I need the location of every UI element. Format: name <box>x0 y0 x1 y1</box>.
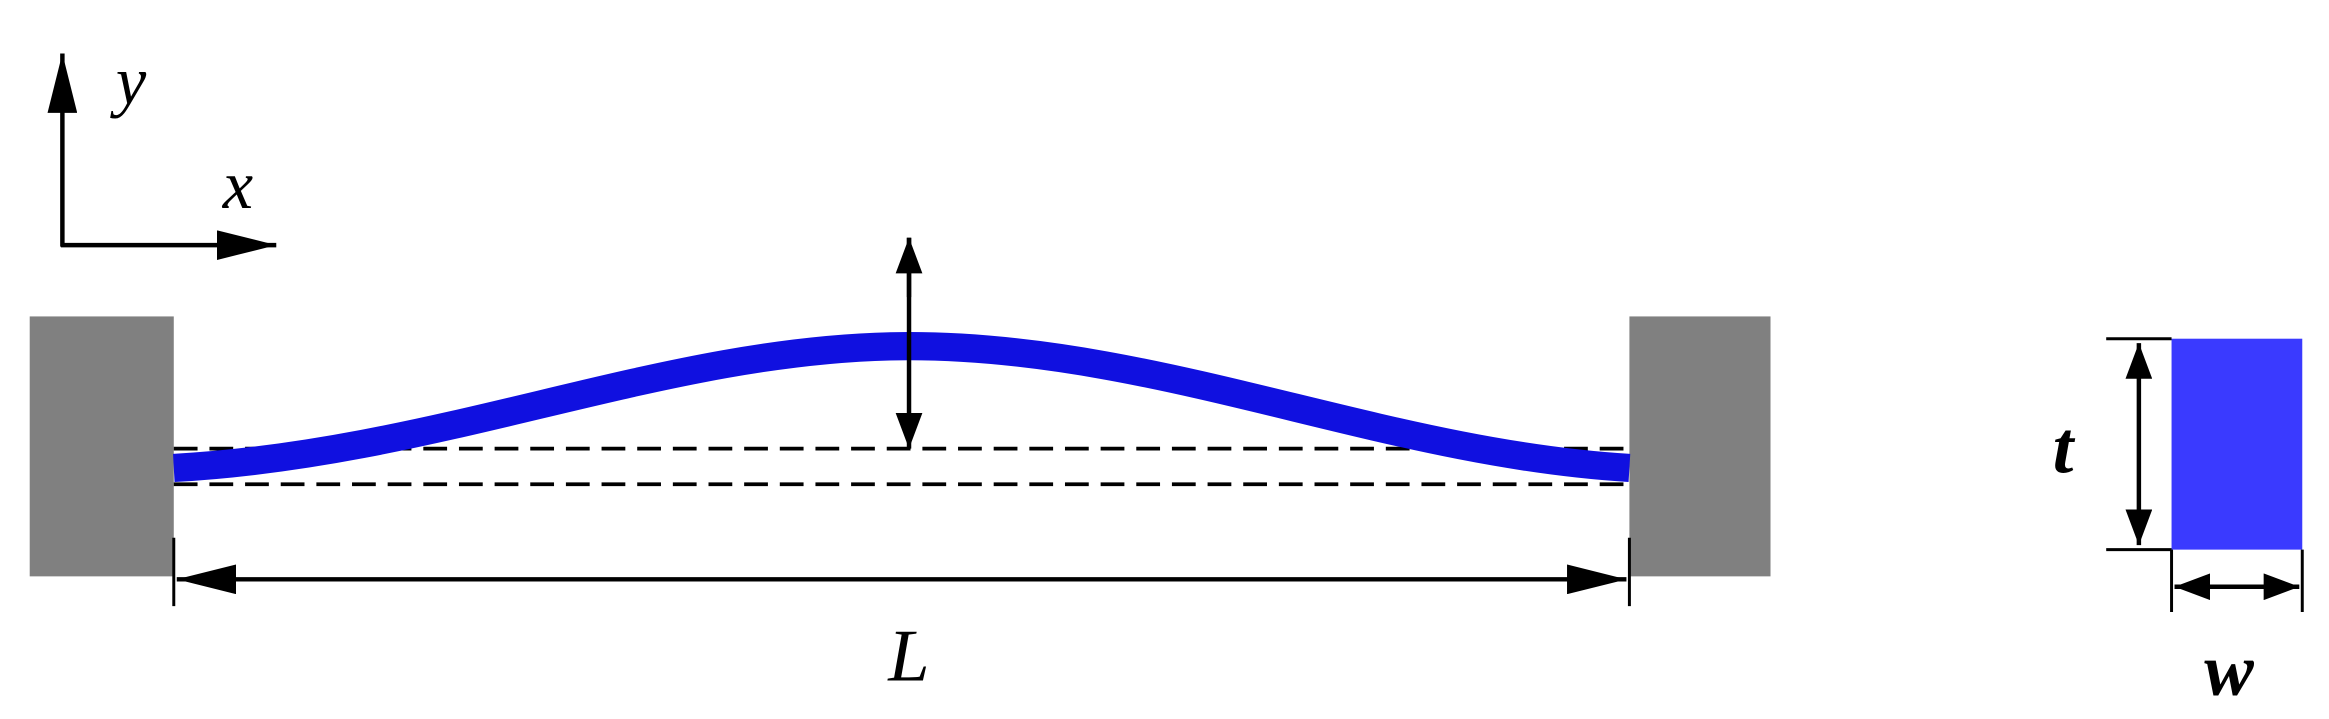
x-axis-label: x <box>222 147 253 223</box>
y-axis-label: y <box>110 43 147 119</box>
left-support <box>29 316 174 577</box>
thickness-label: t <box>2053 407 2076 489</box>
length-label: L <box>887 615 929 697</box>
right-support <box>1629 316 1771 577</box>
width-label: w <box>2204 630 2254 712</box>
axes: y x <box>47 43 277 260</box>
cross-section <box>2171 338 2303 550</box>
